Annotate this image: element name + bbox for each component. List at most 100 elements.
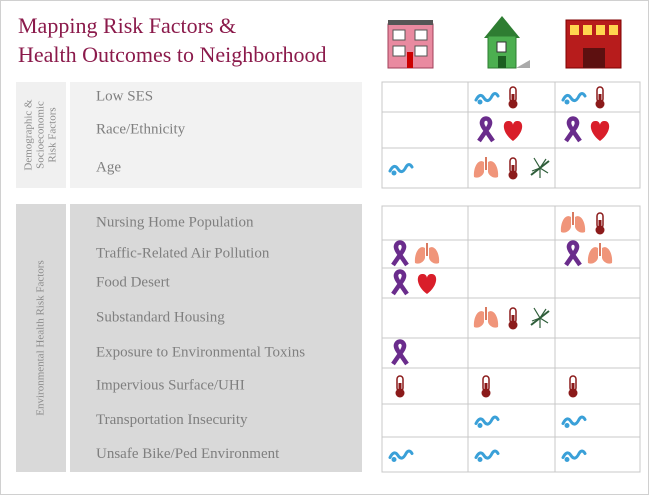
icon-germ-dot (477, 457, 483, 462)
icon-germ-dot (391, 170, 397, 176)
icon-lung (414, 247, 425, 264)
cell-icon (395, 375, 405, 398)
row-label: Race/Ethnicity (96, 121, 186, 137)
icon-heart (590, 120, 610, 141)
icon-germ-dot (477, 423, 483, 428)
cell-icon (474, 92, 500, 105)
icon-germ (561, 449, 587, 460)
row-label: Impervious Surface/UHI (96, 377, 245, 393)
group-label: Socioeconomic (35, 101, 47, 169)
icon-thermometer-fill (511, 165, 515, 173)
cell-icon (595, 212, 605, 235)
cell-icon (477, 116, 495, 143)
building-house (484, 16, 530, 69)
cell-icon (481, 375, 491, 398)
cell-icon (391, 240, 409, 267)
cell-icon (530, 157, 550, 178)
cell-icon (564, 240, 582, 267)
icon-lung (587, 247, 598, 264)
icon-heart (503, 120, 523, 141)
group-label: Environmental Health Risk Factors (35, 260, 47, 416)
icon-thermometer-bulb (508, 99, 518, 109)
group-label-box (16, 82, 66, 188)
row-label: Food Desert (96, 274, 171, 290)
icon-lung (488, 311, 499, 328)
icon-germ-dot (564, 99, 570, 105)
icon-germ (474, 449, 500, 460)
icon-mosquito-wings (531, 307, 549, 328)
cell-icon (417, 273, 437, 294)
icon-germ (388, 163, 414, 174)
cell-icon (473, 307, 499, 328)
row-label: Unsafe Bike/Ped Environment (96, 446, 280, 462)
cell-icon (568, 375, 578, 398)
icon-ribbon (391, 339, 409, 366)
icon-ribbon (564, 116, 582, 143)
cell-icon (587, 243, 613, 264)
icon-germ (474, 415, 500, 426)
cell-icon (508, 86, 518, 109)
icon-germ (388, 449, 414, 460)
row-label: Low SES (96, 88, 153, 104)
group-label: Demographic & (23, 99, 35, 171)
group-label-box (16, 204, 66, 472)
icon-ribbon (391, 240, 409, 267)
icon-thermometer-fill (398, 383, 402, 391)
icon-thermometer-fill (511, 94, 515, 102)
building-commercial (565, 19, 622, 69)
icon-thermometer-bulb (568, 388, 578, 398)
grid-frame (381, 81, 641, 189)
cell-icon (503, 120, 523, 141)
row-label: Traffic-Related Air Pollution (96, 245, 270, 261)
row-label: Substandard Housing (96, 309, 225, 325)
icon-lung (560, 216, 571, 233)
icon-ribbon (564, 240, 582, 267)
icon-ribbon (477, 116, 495, 143)
icon-germ (474, 92, 500, 103)
icon-thermometer-fill (598, 94, 602, 102)
row-label: Transportation Insecurity (96, 412, 248, 428)
group-label: Risk Factors (47, 107, 59, 162)
cell-icon (564, 116, 582, 143)
icon-thermometer-bulb (595, 225, 605, 235)
cell-icon (391, 269, 409, 296)
row-label: Nursing Home Population (96, 214, 254, 230)
grid-frame (381, 205, 641, 473)
cell-icon (561, 415, 587, 428)
title-line: Health Outcomes to Neighborhood (18, 42, 327, 67)
icon-thermometer-bulb (395, 388, 405, 398)
icon-lung (473, 161, 484, 178)
cell-icon (561, 449, 587, 462)
row-label-box (70, 204, 362, 472)
cell-icon (388, 163, 414, 176)
building-townhouse (387, 20, 434, 69)
cell-icon (473, 157, 499, 178)
icon-heart (417, 273, 437, 294)
icon-lung (429, 247, 440, 264)
icon-lung (602, 247, 613, 264)
icon-thermometer-bulb (595, 99, 605, 109)
icon-mosquito-wings (531, 157, 549, 178)
icon-germ (561, 415, 587, 426)
icon-lung (575, 216, 586, 233)
icon-germ-dot (564, 457, 570, 462)
icon-thermometer-fill (598, 220, 602, 228)
cell-icon (391, 339, 409, 366)
icon-thermometer-bulb (508, 170, 518, 180)
title-line: Mapping Risk Factors & (18, 13, 236, 38)
icon-thermometer-bulb (508, 320, 518, 330)
icon-germ (561, 92, 587, 103)
icon-germ-dot (564, 423, 570, 428)
cell-icon (561, 92, 587, 105)
icon-thermometer-bulb (481, 388, 491, 398)
icon-lung (473, 311, 484, 328)
cell-icon (474, 449, 500, 462)
cell-icon (474, 415, 500, 428)
cell-icon (414, 243, 440, 264)
icon-thermometer-fill (511, 315, 515, 323)
cell-icon (508, 157, 518, 180)
cell-icon (508, 307, 518, 330)
icon-germ-dot (477, 99, 483, 105)
row-label-box (70, 82, 362, 188)
icon-ribbon (391, 269, 409, 296)
